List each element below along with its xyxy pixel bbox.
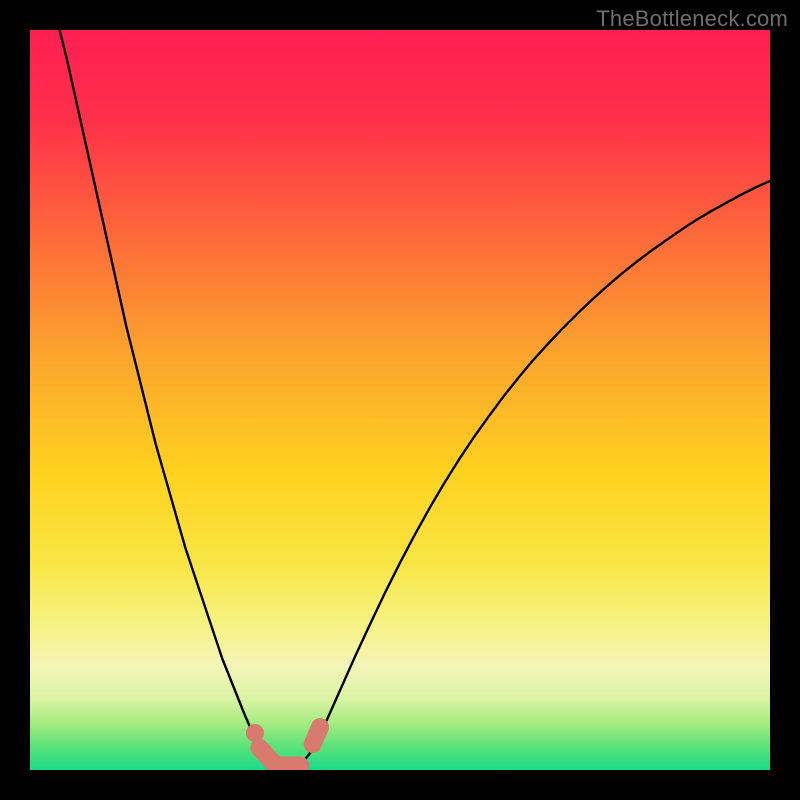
marker-segment: [314, 727, 320, 740]
curve-overlay: [30, 30, 770, 770]
watermark-text: TheBottleneck.com: [596, 6, 788, 32]
plot-area: [30, 30, 770, 770]
chart-container: TheBottleneck.com: [0, 0, 800, 800]
bottleneck-curve: [60, 30, 770, 769]
